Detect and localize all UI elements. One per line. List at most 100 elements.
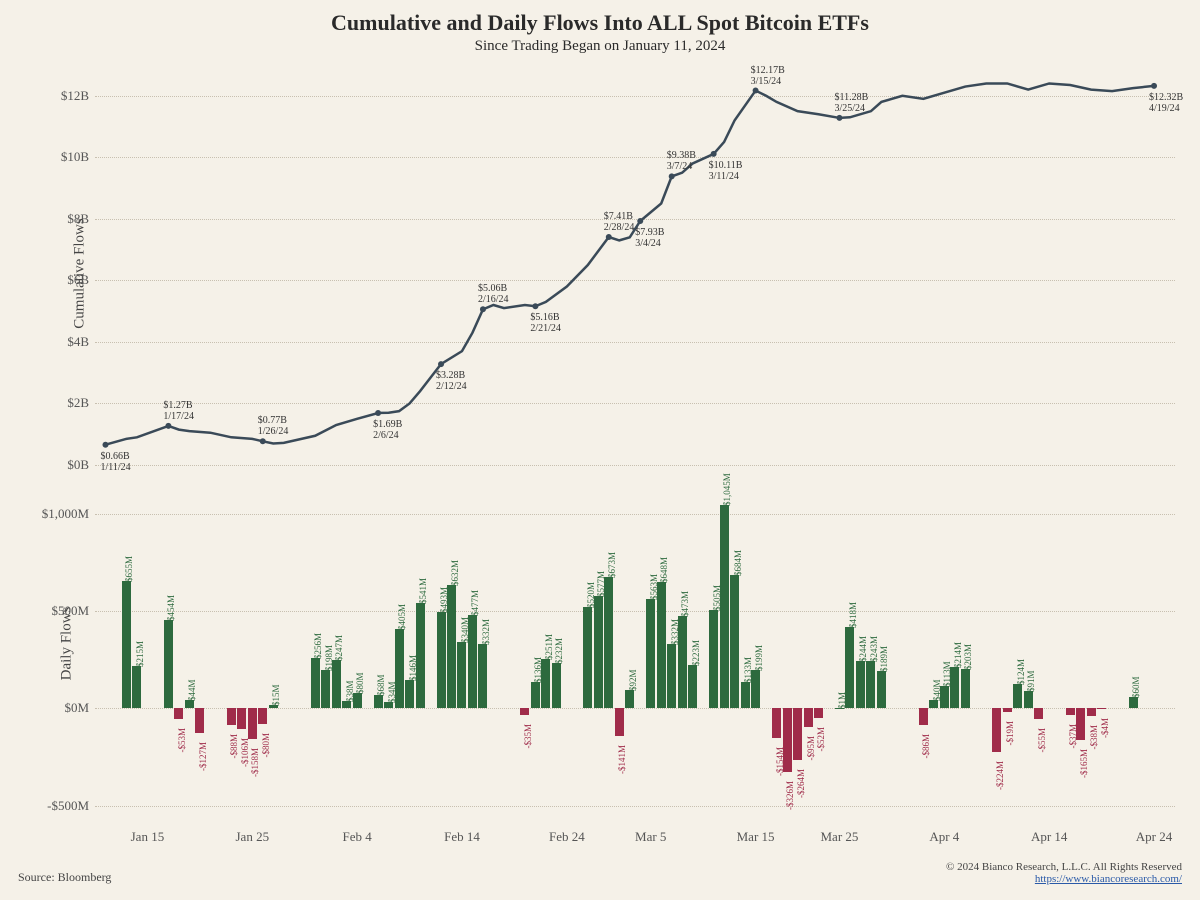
bar-label: $684M: [733, 550, 743, 576]
daily-bar: [248, 708, 257, 739]
line-annotation: $9.38B3/7/24: [667, 150, 696, 172]
line-annotation: $10.11B3/11/24: [709, 160, 743, 182]
daily-bar: [845, 627, 854, 708]
daily-bar: [741, 682, 750, 708]
daily-bar: [237, 708, 246, 729]
daily-bar: [667, 644, 676, 709]
xtick-label: Apr 4: [929, 825, 959, 845]
daily-bar: [437, 612, 446, 708]
xtick-label: Mar 5: [635, 825, 666, 845]
bar-label: $454M: [166, 595, 176, 621]
daily-bar: [520, 708, 529, 715]
bar-label: $203M: [963, 644, 973, 670]
bar-label: $189M: [879, 646, 889, 672]
line-annotation: $11.28B3/25/24: [834, 92, 868, 114]
daily-bar: [332, 660, 341, 708]
bar-label: $199M: [754, 645, 764, 671]
bar-label: -$55M: [1037, 728, 1047, 753]
chart-container: Cumulative and Daily Flows Into ALL Spot…: [0, 0, 1200, 900]
bar-label: $405M: [397, 604, 407, 630]
daily-bar: [531, 682, 540, 708]
daily-bar: [132, 666, 141, 708]
ytick-label: $6B: [67, 272, 95, 288]
bar-label: -$38M: [1089, 725, 1099, 750]
bar-label: $473M: [680, 591, 690, 617]
bar-label: -$224M: [995, 761, 1005, 790]
bar-label: $1,045M: [722, 473, 732, 506]
daily-bar: [814, 708, 823, 718]
daily-bar: [646, 599, 655, 709]
daily-bar: [730, 575, 739, 708]
source-text: Source: Bloomberg: [18, 870, 111, 885]
copyright-text: © 2024 Bianco Research, L.L.C. All Right…: [946, 861, 1182, 873]
xtick-label: Mar 15: [737, 825, 775, 845]
bar-label: $232M: [554, 638, 564, 664]
daily-bar: [457, 642, 466, 708]
daily-bar: [552, 663, 561, 708]
bar-label: -$141M: [617, 745, 627, 774]
daily-bar: [709, 610, 718, 708]
ytick-label: $8B: [67, 211, 95, 227]
bar-label: -$158M: [250, 748, 260, 777]
chart-title: Cumulative and Daily Flows Into ALL Spot…: [0, 0, 1200, 36]
daily-bar: [1034, 708, 1043, 719]
bar-label: $418M: [848, 602, 858, 628]
line-annotation: $1.69B2/6/24: [373, 419, 402, 441]
bar-label: -$80M: [261, 733, 271, 758]
xtick-label: Apr 24: [1136, 825, 1172, 845]
daily-bar: [447, 585, 456, 708]
line-annotation: $5.16B2/21/24: [530, 312, 561, 334]
daily-bar: [625, 690, 634, 708]
bar-label: $332M: [481, 619, 491, 645]
daily-bar: [657, 582, 666, 708]
bar-label: -$52M: [816, 727, 826, 752]
daily-bar: [1097, 708, 1106, 709]
ytick-label: $1,000M: [42, 506, 95, 522]
footer-right: © 2024 Bianco Research, L.L.C. All Right…: [946, 861, 1182, 885]
bar-label: $251M: [544, 634, 554, 660]
bar-label: $68M: [376, 674, 386, 696]
daily-bar: [919, 708, 928, 725]
bar-label: $92M: [628, 670, 638, 692]
daily-bar: [940, 686, 949, 708]
xtick-label: Apr 14: [1031, 825, 1067, 845]
bar-label: $247M: [334, 635, 344, 661]
bar-label: -$165M: [1079, 749, 1089, 778]
daily-bar: [468, 615, 477, 708]
daily-bar: [164, 620, 173, 708]
bar-label: -$127M: [198, 742, 208, 771]
daily-bar: [1013, 684, 1022, 708]
daily-bar: [195, 708, 204, 733]
line-annotation: $0.77B1/26/24: [258, 415, 289, 437]
bar-label: $223M: [691, 640, 701, 666]
gridline: [95, 514, 1175, 515]
daily-bar: [950, 667, 959, 709]
bar-label: $243M: [869, 636, 879, 662]
daily-bar: [374, 695, 383, 708]
daily-bar: [311, 658, 320, 708]
line-annotation: $1.27B1/17/24: [163, 400, 194, 422]
bar-label: $632M: [450, 560, 460, 586]
bar-label: -$88M: [229, 734, 239, 759]
daily-bar: [793, 708, 802, 759]
daily-bar: [615, 708, 624, 735]
ytick-label: $12B: [61, 88, 95, 104]
daily-bar: [804, 708, 813, 726]
daily-bar: [751, 670, 760, 709]
bar-label: $91M: [1026, 670, 1036, 692]
xtick-label: Feb 24: [549, 825, 585, 845]
daily-bar: [321, 670, 330, 709]
source-link[interactable]: https://www.biancoresearch.com/: [1035, 873, 1182, 885]
daily-bar: [866, 661, 875, 708]
line-annotation: $7.41B2/28/24: [604, 211, 635, 233]
ytick-label: $500M: [51, 603, 95, 619]
ytick-label: $10B: [61, 149, 95, 165]
daily-bar: [929, 700, 938, 708]
cumulative-panel: Cumulative Flows $0B$2B$4B$6B$8B$10B$12B…: [95, 65, 1175, 465]
bar-label: -$19M: [1005, 721, 1015, 746]
daily-bar: [1024, 691, 1033, 709]
daily-bar: [541, 659, 550, 708]
ytick-label: -$500M: [47, 798, 95, 814]
bar-label: $477M: [470, 590, 480, 616]
xtick-label: Feb 14: [444, 825, 480, 845]
